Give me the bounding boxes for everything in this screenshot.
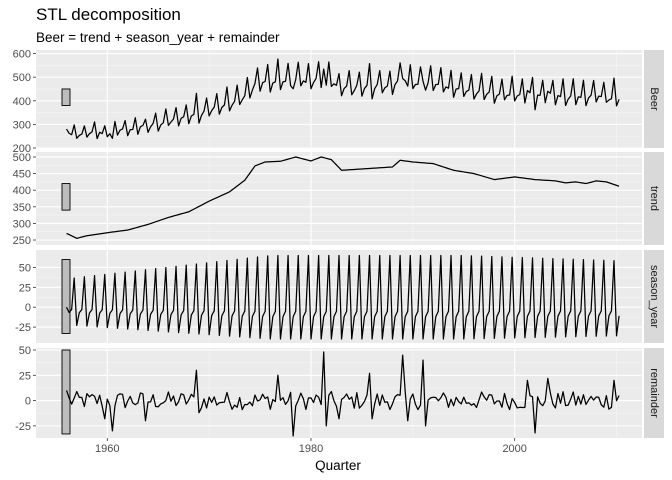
y-tick-label: 350 bbox=[13, 202, 31, 214]
facet-strip-label: Beer bbox=[648, 87, 660, 111]
x-tick-label: 1980 bbox=[299, 443, 323, 455]
y-tick-label: 0 bbox=[25, 396, 31, 408]
scale-bar bbox=[61, 349, 71, 435]
y-tick-label: 300 bbox=[13, 119, 31, 131]
series-line-season_year bbox=[65, 254, 620, 340]
y-tick-label: 400 bbox=[13, 96, 31, 108]
y-tick-label: 0 bbox=[25, 302, 31, 314]
facet-strip-label: season_year bbox=[648, 265, 660, 328]
panel-trend: 250 300 350 400 450 500 trend bbox=[13, 152, 664, 247]
x-tick-label: 2000 bbox=[502, 443, 526, 455]
y-tick-label: -25 bbox=[15, 322, 31, 334]
series-line-trend bbox=[66, 156, 620, 239]
panels: 200300400500600Beer250300350400450500tre… bbox=[13, 49, 664, 438]
y-tick-label: 200 bbox=[13, 143, 31, 155]
y-tick-label: 25 bbox=[19, 282, 31, 294]
scale-bar bbox=[61, 88, 71, 106]
series-line-remainder bbox=[65, 351, 620, 437]
y-tick-label: 500 bbox=[13, 152, 31, 164]
x-axis-label: Quarter bbox=[315, 458, 361, 473]
x-axis: 1960 1980 2000 bbox=[95, 438, 527, 455]
y-tick-label: -25 bbox=[15, 421, 31, 433]
facet-strip bbox=[644, 250, 664, 343]
y-tick-label: 300 bbox=[13, 218, 31, 230]
facet-strip bbox=[644, 152, 664, 245]
y-tick-label: 600 bbox=[13, 49, 31, 61]
scale-bar bbox=[61, 183, 71, 211]
panel-background bbox=[36, 348, 642, 438]
facet-strip bbox=[644, 348, 664, 438]
panel-remainder: -25 0 25 50 remainder bbox=[15, 345, 664, 438]
y-tick-label: 400 bbox=[13, 185, 31, 197]
chart-title: STL decomposition bbox=[36, 5, 181, 24]
facet-strip bbox=[644, 50, 664, 148]
panel-season_year: -25 0 25 50 season_year bbox=[15, 250, 664, 343]
series-line-Beer bbox=[66, 58, 620, 140]
scale-bar bbox=[61, 259, 71, 334]
chart-subtitle: Beer = trend + season_year + remainder bbox=[36, 30, 280, 45]
y-tick-label: 450 bbox=[13, 169, 31, 181]
facet-strip-label: trend bbox=[648, 186, 660, 211]
facet-strip-label: remainder bbox=[648, 368, 660, 418]
y-tick-label: 500 bbox=[13, 72, 31, 84]
y-tick-label: 250 bbox=[13, 235, 31, 247]
x-tick-label: 1960 bbox=[95, 443, 119, 455]
panel-Beer: 200 300 400 500 600 Beer bbox=[13, 49, 664, 155]
y-tick-label: 50 bbox=[19, 262, 31, 274]
y-tick-label: 25 bbox=[19, 370, 31, 382]
y-tick-label: 50 bbox=[19, 345, 31, 357]
